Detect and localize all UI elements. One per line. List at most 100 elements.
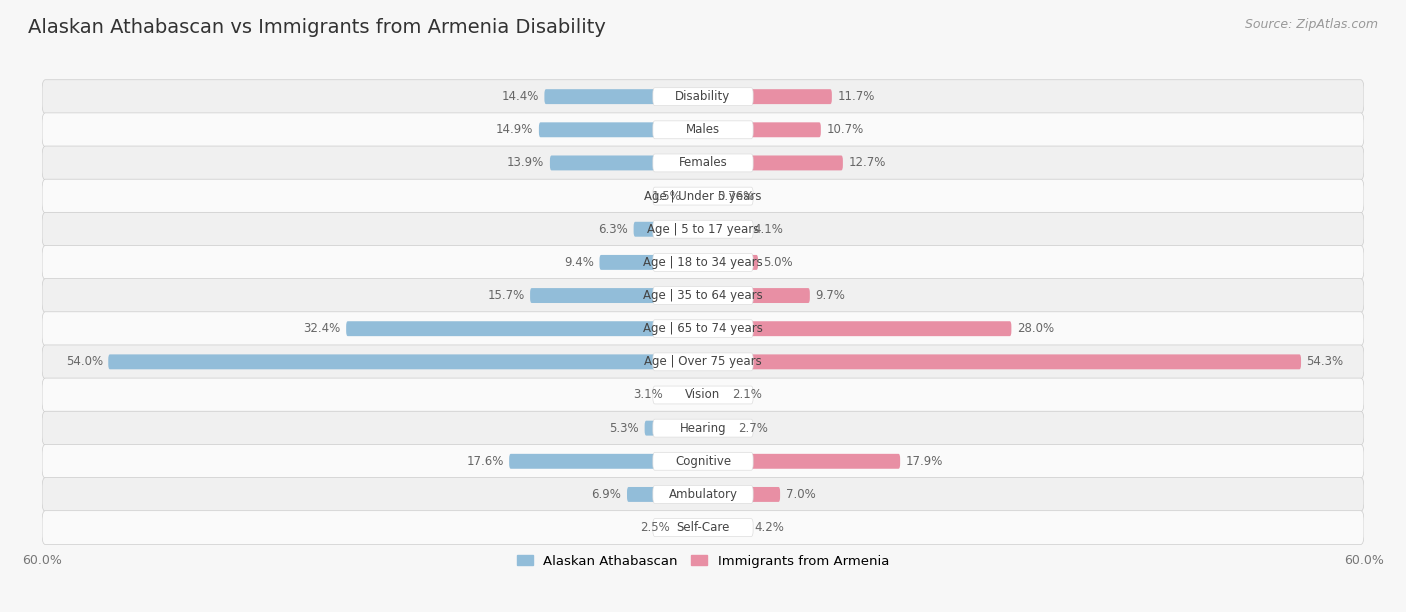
Text: 6.3%: 6.3% — [599, 223, 628, 236]
Text: Age | Under 5 years: Age | Under 5 years — [644, 190, 762, 203]
FancyBboxPatch shape — [703, 89, 832, 104]
FancyBboxPatch shape — [108, 354, 703, 369]
FancyBboxPatch shape — [652, 319, 754, 338]
FancyBboxPatch shape — [530, 288, 703, 303]
Legend: Alaskan Athabascan, Immigrants from Armenia: Alaskan Athabascan, Immigrants from Arme… — [512, 549, 894, 573]
FancyBboxPatch shape — [550, 155, 703, 170]
Text: 32.4%: 32.4% — [304, 322, 340, 335]
Text: Alaskan Athabascan vs Immigrants from Armenia Disability: Alaskan Athabascan vs Immigrants from Ar… — [28, 18, 606, 37]
Text: 3.1%: 3.1% — [634, 389, 664, 401]
FancyBboxPatch shape — [644, 420, 703, 436]
FancyBboxPatch shape — [675, 520, 703, 535]
FancyBboxPatch shape — [652, 419, 754, 437]
FancyBboxPatch shape — [652, 253, 754, 271]
FancyBboxPatch shape — [703, 188, 711, 204]
FancyBboxPatch shape — [627, 487, 703, 502]
FancyBboxPatch shape — [42, 113, 1364, 147]
Text: Age | 35 to 64 years: Age | 35 to 64 years — [643, 289, 763, 302]
FancyBboxPatch shape — [42, 212, 1364, 246]
FancyBboxPatch shape — [652, 485, 754, 504]
FancyBboxPatch shape — [652, 452, 754, 470]
Text: 4.1%: 4.1% — [754, 223, 783, 236]
Text: Disability: Disability — [675, 90, 731, 103]
FancyBboxPatch shape — [509, 454, 703, 469]
Text: 14.4%: 14.4% — [502, 90, 538, 103]
Text: Females: Females — [679, 157, 727, 170]
FancyBboxPatch shape — [703, 454, 900, 469]
FancyBboxPatch shape — [42, 378, 1364, 412]
Text: 0.76%: 0.76% — [717, 190, 754, 203]
Text: 10.7%: 10.7% — [827, 123, 863, 136]
Text: 14.9%: 14.9% — [496, 123, 533, 136]
FancyBboxPatch shape — [346, 321, 703, 336]
Text: 2.5%: 2.5% — [640, 521, 669, 534]
Text: 9.7%: 9.7% — [815, 289, 845, 302]
FancyBboxPatch shape — [42, 80, 1364, 114]
FancyBboxPatch shape — [42, 278, 1364, 313]
FancyBboxPatch shape — [42, 345, 1364, 379]
Text: Ambulatory: Ambulatory — [668, 488, 738, 501]
FancyBboxPatch shape — [544, 89, 703, 104]
FancyBboxPatch shape — [703, 420, 733, 436]
Text: 12.7%: 12.7% — [848, 157, 886, 170]
FancyBboxPatch shape — [42, 146, 1364, 180]
Text: 11.7%: 11.7% — [838, 90, 875, 103]
Text: Age | 5 to 17 years: Age | 5 to 17 years — [647, 223, 759, 236]
FancyBboxPatch shape — [634, 222, 703, 237]
Text: Males: Males — [686, 123, 720, 136]
Text: Age | 65 to 74 years: Age | 65 to 74 years — [643, 322, 763, 335]
FancyBboxPatch shape — [703, 321, 1011, 336]
FancyBboxPatch shape — [652, 187, 754, 205]
FancyBboxPatch shape — [686, 188, 703, 204]
Text: 9.4%: 9.4% — [564, 256, 593, 269]
FancyBboxPatch shape — [703, 387, 725, 403]
FancyBboxPatch shape — [652, 286, 754, 305]
FancyBboxPatch shape — [703, 354, 1301, 369]
Text: 15.7%: 15.7% — [488, 289, 524, 302]
Text: 4.2%: 4.2% — [755, 521, 785, 534]
FancyBboxPatch shape — [42, 179, 1364, 213]
Text: 28.0%: 28.0% — [1017, 322, 1054, 335]
Text: Self-Care: Self-Care — [676, 521, 730, 534]
FancyBboxPatch shape — [703, 255, 758, 270]
FancyBboxPatch shape — [669, 387, 703, 403]
FancyBboxPatch shape — [599, 255, 703, 270]
Text: Age | Over 75 years: Age | Over 75 years — [644, 356, 762, 368]
Text: 6.9%: 6.9% — [592, 488, 621, 501]
FancyBboxPatch shape — [652, 518, 754, 537]
Text: 13.9%: 13.9% — [508, 157, 544, 170]
FancyBboxPatch shape — [652, 88, 754, 106]
Text: Hearing: Hearing — [679, 422, 727, 435]
FancyBboxPatch shape — [703, 155, 842, 170]
Text: 7.0%: 7.0% — [786, 488, 815, 501]
FancyBboxPatch shape — [703, 520, 749, 535]
FancyBboxPatch shape — [42, 312, 1364, 346]
Text: Vision: Vision — [685, 389, 721, 401]
FancyBboxPatch shape — [652, 386, 754, 404]
FancyBboxPatch shape — [652, 154, 754, 172]
FancyBboxPatch shape — [703, 487, 780, 502]
FancyBboxPatch shape — [42, 411, 1364, 445]
Text: 17.9%: 17.9% — [905, 455, 943, 468]
FancyBboxPatch shape — [652, 220, 754, 238]
FancyBboxPatch shape — [42, 477, 1364, 512]
Text: 54.0%: 54.0% — [66, 356, 103, 368]
Text: 5.0%: 5.0% — [763, 256, 793, 269]
FancyBboxPatch shape — [42, 444, 1364, 478]
FancyBboxPatch shape — [42, 245, 1364, 279]
Text: Age | 18 to 34 years: Age | 18 to 34 years — [643, 256, 763, 269]
Text: 54.3%: 54.3% — [1306, 356, 1344, 368]
Text: 5.3%: 5.3% — [609, 422, 640, 435]
FancyBboxPatch shape — [652, 121, 754, 139]
Text: 2.1%: 2.1% — [731, 389, 762, 401]
Text: 17.6%: 17.6% — [467, 455, 503, 468]
FancyBboxPatch shape — [703, 222, 748, 237]
FancyBboxPatch shape — [42, 510, 1364, 545]
Text: Cognitive: Cognitive — [675, 455, 731, 468]
Text: Source: ZipAtlas.com: Source: ZipAtlas.com — [1244, 18, 1378, 31]
Text: 1.5%: 1.5% — [651, 190, 681, 203]
FancyBboxPatch shape — [538, 122, 703, 137]
FancyBboxPatch shape — [703, 122, 821, 137]
Text: 2.7%: 2.7% — [738, 422, 768, 435]
FancyBboxPatch shape — [652, 353, 754, 371]
